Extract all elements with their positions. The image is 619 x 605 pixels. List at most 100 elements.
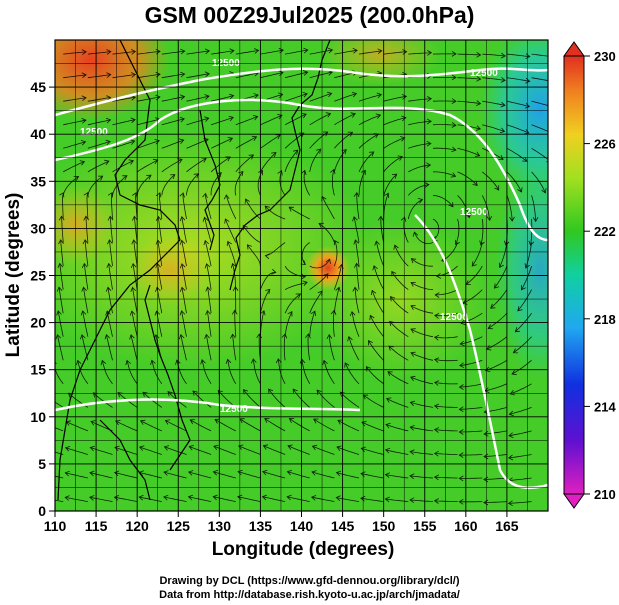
colorbar-label: 230 — [594, 49, 616, 64]
credit-line-1: Drawing by DCL (https://www.gfd-dennou.o… — [159, 575, 460, 587]
streamline-arrowhead — [451, 146, 457, 153]
streamline — [59, 263, 64, 290]
streamline — [288, 206, 310, 220]
streamline — [234, 171, 244, 196]
x-tick-label: 110 — [44, 518, 67, 534]
streamline-arrowhead — [295, 293, 302, 299]
streamline — [284, 293, 301, 314]
streamline — [408, 120, 432, 126]
streamline — [344, 362, 360, 385]
streamline-arrowhead — [367, 339, 373, 346]
streamline-arrowhead — [384, 496, 390, 503]
streamline — [260, 72, 284, 79]
streamline — [434, 405, 458, 408]
streamline — [77, 360, 89, 385]
streamline-arrowhead — [389, 320, 395, 327]
streamline-arrowhead — [130, 262, 137, 269]
streamline — [434, 336, 458, 339]
streamline — [511, 359, 532, 375]
streamline — [457, 53, 481, 56]
streamline — [506, 53, 530, 57]
streamline — [188, 496, 212, 502]
streamline-arrowhead — [81, 49, 87, 55]
streamline-arrowhead — [230, 333, 236, 339]
streamline-arrowhead — [89, 495, 95, 501]
streamline — [63, 161, 85, 173]
streamline — [531, 147, 548, 160]
streamline — [531, 77, 548, 82]
streamline-arrowhead — [323, 273, 329, 279]
streamline — [235, 50, 259, 55]
streamline — [238, 445, 261, 455]
streamline-arrowhead — [369, 314, 375, 321]
streamline — [235, 136, 257, 149]
streamline — [375, 241, 385, 267]
streamline — [490, 289, 508, 309]
streamline — [432, 218, 440, 241]
streamline — [356, 263, 360, 290]
streamline-arrowhead — [476, 75, 482, 82]
streamline — [207, 310, 212, 337]
streamline — [161, 118, 185, 126]
x-tick-label: 115 — [85, 518, 108, 534]
streamline — [211, 50, 234, 55]
streamline-arrowhead — [302, 92, 308, 98]
streamline-arrowhead — [508, 454, 514, 461]
streamline — [109, 216, 113, 243]
streamline — [235, 72, 259, 79]
streamline-arrowhead — [224, 218, 230, 224]
streamline — [358, 50, 382, 55]
streamline-arrowhead — [254, 48, 260, 54]
streamline-arrowhead — [179, 94, 186, 101]
streamline-arrowhead — [426, 118, 432, 125]
streamline — [84, 239, 89, 267]
streamline-arrowhead — [264, 418, 270, 423]
streamline-arrowhead — [448, 202, 454, 208]
streamline-arrowhead — [107, 239, 113, 245]
streamline-arrowhead — [459, 340, 465, 347]
streamline — [408, 143, 431, 149]
y-tick-label: 0 — [38, 503, 46, 519]
streamline-arrowhead — [401, 94, 408, 100]
streamline — [247, 244, 261, 267]
streamline-arrowhead — [288, 418, 295, 423]
streamline-arrowhead — [434, 292, 440, 298]
streamline-arrowhead — [286, 469, 293, 476]
streamline — [287, 471, 310, 479]
streamline — [62, 192, 64, 220]
streamline-arrowhead — [370, 289, 377, 296]
streamline — [186, 73, 210, 79]
x-tick-label: 120 — [125, 518, 149, 534]
streamline — [410, 305, 434, 314]
streamline-arrowhead — [377, 215, 384, 221]
streamline — [482, 100, 506, 106]
streamline-arrowhead — [458, 475, 464, 482]
streamline-arrowhead — [517, 187, 523, 193]
streamline — [284, 132, 305, 149]
streamline — [107, 287, 113, 314]
streamline — [313, 418, 335, 432]
streamline — [58, 287, 64, 314]
streamline-arrowhead — [451, 74, 457, 81]
streamline — [165, 420, 187, 432]
streamline-arrowhead — [179, 116, 185, 123]
streamline-arrowhead — [163, 445, 170, 451]
streamline-arrowhead — [212, 469, 219, 476]
streamline — [385, 449, 409, 455]
streamline — [459, 430, 483, 433]
streamline-arrowhead — [330, 309, 337, 315]
streamline-arrowhead — [98, 175, 104, 181]
streamline-arrowhead — [377, 48, 383, 55]
streamline — [369, 315, 385, 337]
streamline — [287, 496, 310, 502]
streamline — [63, 119, 86, 126]
streamline-arrowhead — [451, 98, 457, 104]
x-tick-label: 160 — [454, 518, 478, 534]
colorbar-label: 210 — [594, 487, 616, 502]
streamline — [86, 192, 89, 220]
streamline-arrowhead — [524, 263, 530, 269]
x-tick-label: 130 — [208, 518, 232, 534]
streamline-arrowhead — [360, 446, 366, 453]
streamline-arrowhead — [352, 216, 358, 222]
streamline-arrowhead — [107, 192, 114, 198]
